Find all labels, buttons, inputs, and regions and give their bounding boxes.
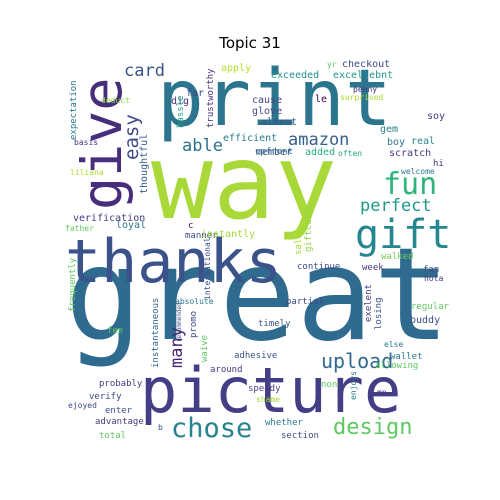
word-cloud-word: way <box>151 123 338 243</box>
word-cloud-word: probably <box>99 379 143 389</box>
word-cloud-word: whether <box>265 418 303 428</box>
word-cloud-word: excellebnt <box>333 70 394 81</box>
word-cloud-word: hola <box>424 274 444 283</box>
word-cloud-word: buddy <box>410 315 441 326</box>
word-cloud-word: father <box>65 224 94 233</box>
word-cloud-word: trustworthy <box>206 68 216 128</box>
word-cloud-word: apply <box>221 63 252 74</box>
word-cloud-word: chose <box>171 413 253 444</box>
word-cloud-word: hassle <box>176 95 186 128</box>
word-cloud-word: losing <box>374 297 384 330</box>
word-cloud-word: wallet <box>390 352 423 362</box>
word-cloud-word: fee <box>107 326 124 336</box>
word-cloud-word: enjoys <box>349 371 358 400</box>
word-cloud-word: gem <box>380 124 399 135</box>
word-cloud-word: picture <box>140 354 402 427</box>
word-cloud-word: frequently <box>68 257 78 312</box>
word-cloud-word: yr <box>327 60 337 69</box>
word-cloud-word: shame <box>256 395 281 404</box>
word-cloud-word: upload <box>321 349 394 373</box>
word-cloud-word: speedy <box>248 384 281 394</box>
word-cloud-word: adhesive <box>234 351 278 361</box>
word-cloud-word: fan <box>423 265 440 275</box>
word-cloud-word: welcome <box>401 167 435 176</box>
chart-title: Topic 31 <box>219 34 281 52</box>
word-cloud-word: continue <box>297 262 341 272</box>
word-cloud-word: gift <box>355 212 450 258</box>
word-cloud-word: thanks <box>65 227 282 297</box>
word-cloud-word: c <box>188 221 194 231</box>
word-cloud-word: b <box>158 423 163 432</box>
word-cloud-word: enter <box>105 406 133 416</box>
word-cloud-word: loyal <box>116 220 147 231</box>
word-cloud-word: card <box>124 61 165 81</box>
word-cloud-word: mp <box>377 388 387 397</box>
word-cloud-word: absolute <box>175 297 214 306</box>
word-cloud-word: week <box>362 263 384 273</box>
word-cloud-word: instantly <box>201 229 256 240</box>
word-cloud-word: timely <box>258 319 291 329</box>
word-cloud-word: fun <box>383 167 438 202</box>
word-cloud-word: hi <box>433 159 444 169</box>
word-cloud-word: real <box>411 136 436 147</box>
word-cloud-word: surprised <box>340 93 384 102</box>
word-cloud-word: design <box>333 415 413 440</box>
word-cloud-word: member <box>256 147 293 158</box>
word-cloud-word: waive <box>200 334 210 362</box>
word-cloud-word: amazon <box>288 130 350 150</box>
word-cloud-word: ejoyed <box>68 401 97 410</box>
word-cloud-word: added <box>305 147 336 158</box>
word-cloud-word: cause <box>252 95 283 106</box>
word-cloud-word: le <box>315 94 328 105</box>
word-cloud: great way print picture thanks give gift… <box>65 60 450 445</box>
word-cloud-word: recommended <box>176 302 183 342</box>
word-cloud-word: partial <box>286 297 324 307</box>
word-cloud-word: manner <box>185 231 218 241</box>
word-cloud-word: around <box>210 365 243 375</box>
word-cloud-word: glove <box>252 106 283 117</box>
word-cloud-word: expectation <box>69 80 79 140</box>
word-cloud-word: often <box>338 149 363 158</box>
word-cloud-word: allowing <box>375 361 419 371</box>
word-cloud-word: promo <box>189 310 199 338</box>
word-cloud-word: deduct <box>101 96 130 105</box>
word-cloud-word: scratch <box>389 148 432 159</box>
word-cloud-word: great <box>65 221 450 370</box>
word-cloud-word: regular <box>411 302 449 312</box>
word-cloud-word: liliana <box>70 168 104 177</box>
word-cloud-word: total <box>99 431 127 441</box>
word-cloud-word: thoughtful <box>139 133 150 194</box>
word-cloud-word: non <box>321 380 338 390</box>
word-cloud-word: instantaneous <box>151 297 161 368</box>
word-cloud-word: able <box>182 136 223 156</box>
word-cloud-word: far <box>186 88 205 99</box>
word-cloud-word: penny <box>353 85 378 94</box>
word-cloud-word: soy <box>427 111 446 122</box>
word-cloud-word: dig <box>171 96 190 107</box>
word-cloud-word: giftcards <box>304 203 314 252</box>
word-cloud-word: perfect <box>360 196 432 216</box>
word-cloud-word: verification <box>73 213 146 224</box>
word-cloud-word: efficient <box>223 133 278 144</box>
word-cloud-word: verify <box>89 392 122 402</box>
word-cloud-word: upfront <box>255 147 293 157</box>
word-cloud-word: exceeded <box>271 70 320 81</box>
word-cloud-word: print <box>157 60 392 144</box>
word-cloud-word: exelent <box>364 284 374 322</box>
word-cloud-word: international <box>203 237 212 300</box>
word-cloud-word: sale <box>294 233 304 255</box>
word-cloud-word: walked <box>381 252 414 262</box>
word-cloud-word: else <box>384 340 404 349</box>
word-cloud-word: almost <box>261 117 298 128</box>
word-cloud-word: advantage <box>95 417 144 427</box>
word-cloud-word: boy <box>387 137 406 148</box>
word-cloud-word: basis <box>74 138 99 147</box>
word-cloud-word: checkout <box>342 60 391 70</box>
word-cloud-word: section <box>281 431 319 441</box>
